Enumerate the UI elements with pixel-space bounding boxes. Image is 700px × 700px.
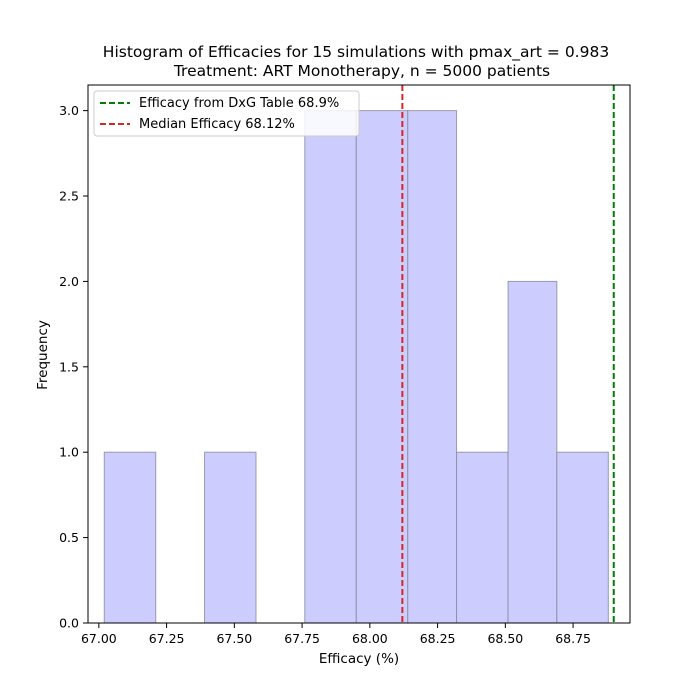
histogram-bar — [456, 451, 509, 624]
y-tick-label: 1.5 — [59, 359, 79, 374]
chart-title: Histogram of Efficacies for 15 simulatio… — [103, 43, 609, 62]
x-tick-label: 67.25 — [149, 631, 185, 646]
chart-subtitle: Treatment: ART Monotherapy, n = 5000 pat… — [173, 62, 550, 80]
histogram-bar — [103, 451, 157, 624]
y-tick-label: 2.5 — [59, 189, 79, 204]
histogram-bar — [556, 451, 609, 624]
legend-box — [93, 90, 360, 137]
y-axis-ticks: 0.0 0.5 1.0 1.5 2.0 2.5 3.0 — [59, 103, 88, 631]
y-tick-label: 3.0 — [59, 103, 79, 118]
y-axis-label: Frequency — [35, 320, 51, 390]
legend-label-median-efficacy: Median Efficacy 68.12% — [139, 117, 295, 132]
x-tick-label: 68.00 — [352, 631, 388, 646]
x-tick-label: 68.50 — [487, 631, 523, 646]
legend-label-dxg-efficacy: Efficacy from DxG Table 68.9% — [139, 96, 339, 111]
y-tick-label: 2.0 — [59, 274, 79, 289]
histogram-bar — [355, 110, 409, 624]
x-tick-label: 68.25 — [420, 631, 456, 646]
y-tick-label: 0.5 — [59, 530, 79, 545]
x-axis-ticks: 67.00 67.25 67.50 67.75 68.00 68.25 68.50 68.75 — [81, 623, 591, 646]
x-tick-label: 67.75 — [284, 631, 320, 646]
histogram-bar — [507, 280, 558, 624]
histogram-bar — [304, 110, 357, 624]
histogram-bar — [407, 110, 458, 624]
histogram-bar — [204, 451, 257, 624]
plot-area-frame — [87, 84, 631, 624]
y-tick-label: 0.0 — [59, 616, 79, 631]
y-tick-label: 1.0 — [59, 445, 79, 460]
x-tick-label: 67.00 — [81, 631, 117, 646]
histogram-bars — [103, 110, 609, 624]
legend: Efficacy from DxG Table 68.9% Median Eff… — [93, 90, 360, 137]
x-axis-label: Efficacy (%) — [319, 651, 399, 667]
x-tick-label: 67.50 — [216, 631, 252, 646]
x-tick-label: 68.75 — [555, 631, 591, 646]
